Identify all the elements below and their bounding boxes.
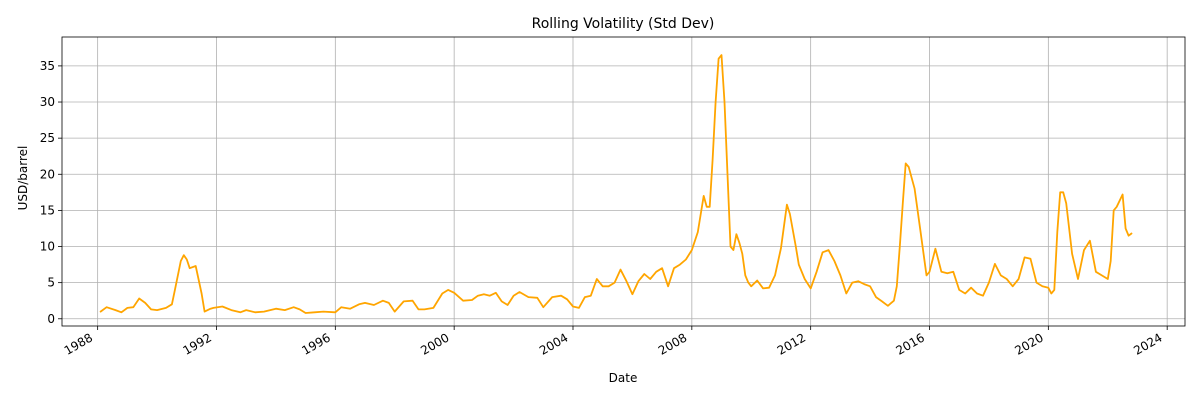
chart-title: Rolling Volatility (Std Dev) (532, 16, 715, 32)
plot-frame (61, 36, 1186, 327)
grid (62, 37, 1185, 326)
y-axis-label: USD/barrel (16, 146, 30, 211)
x-axis-label: Date (609, 371, 638, 385)
y-tick-label: 35 (40, 59, 55, 73)
y-tick-label: 10 (40, 240, 55, 254)
volatility-line (99, 54, 1133, 314)
y-tick-label: 15 (40, 203, 55, 217)
y-tick-label: 30 (40, 95, 55, 109)
y-tick-label: 25 (40, 131, 55, 145)
y-tick-label: 5 (47, 276, 55, 290)
y-tick-label: 0 (47, 312, 55, 326)
y-tick-label: 20 (40, 167, 55, 181)
